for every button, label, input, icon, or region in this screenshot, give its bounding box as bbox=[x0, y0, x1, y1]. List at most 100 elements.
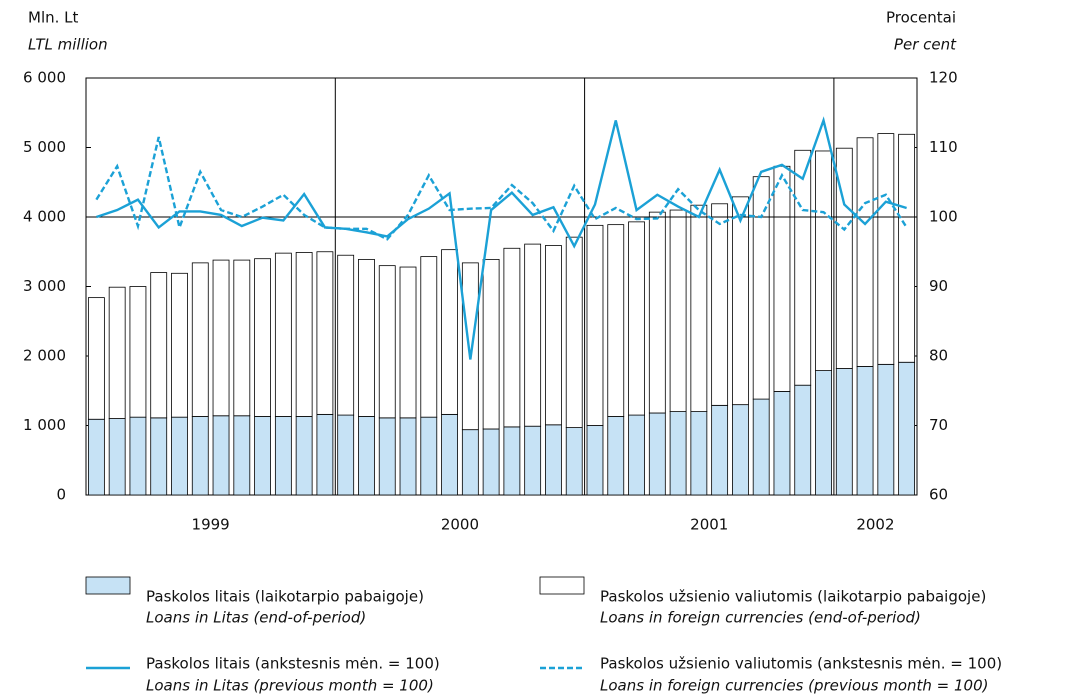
bar bbox=[898, 133, 916, 363]
legend-label-en: Loans in foreign currencies (previous mo… bbox=[600, 677, 988, 695]
bar bbox=[337, 414, 355, 496]
bar bbox=[399, 417, 417, 496]
year-label: 1999 bbox=[192, 516, 230, 534]
bar bbox=[711, 404, 729, 496]
bar bbox=[233, 259, 251, 417]
bar bbox=[461, 429, 479, 496]
bar bbox=[482, 428, 500, 496]
legend-swatch bbox=[539, 576, 585, 595]
bar bbox=[171, 272, 188, 418]
y-tick-label: 2 000 bbox=[23, 347, 66, 365]
y-tick-label: 3 000 bbox=[23, 277, 66, 295]
bar bbox=[773, 165, 791, 392]
bar bbox=[898, 361, 916, 496]
bar bbox=[628, 414, 645, 496]
bar bbox=[129, 286, 147, 418]
bar bbox=[274, 416, 292, 496]
line-series bbox=[96, 116, 907, 360]
bar bbox=[316, 251, 334, 415]
bar bbox=[274, 252, 292, 417]
bar bbox=[441, 249, 458, 415]
bar bbox=[503, 426, 521, 496]
bar bbox=[212, 259, 230, 417]
y2-tick-label: 100 bbox=[929, 208, 958, 226]
bar bbox=[358, 416, 375, 496]
bar bbox=[669, 209, 687, 413]
bar bbox=[171, 416, 188, 496]
year-label: 2000 bbox=[441, 516, 479, 534]
bar bbox=[150, 272, 168, 419]
bar bbox=[337, 254, 355, 416]
bar bbox=[378, 417, 396, 496]
bar bbox=[648, 412, 666, 496]
legend-label: Paskolos užsienio valiutomis (ankstesnis… bbox=[600, 655, 1002, 673]
year-label: 2002 bbox=[856, 516, 894, 534]
y-tick-label: 5 000 bbox=[23, 138, 66, 156]
bar bbox=[191, 416, 209, 496]
year-label: 2001 bbox=[690, 516, 728, 534]
y2-label-en: Per cent bbox=[894, 36, 957, 54]
bar bbox=[669, 411, 687, 496]
y-label: Mln. Lt bbox=[28, 9, 79, 27]
bar bbox=[628, 221, 645, 416]
bar bbox=[794, 149, 812, 386]
y-tick-label: 6 000 bbox=[23, 69, 66, 87]
bar bbox=[690, 411, 708, 496]
bar bbox=[794, 384, 812, 496]
bar bbox=[295, 416, 313, 496]
y2-tick-label: 60 bbox=[929, 486, 948, 504]
bar bbox=[233, 415, 251, 496]
bar bbox=[524, 425, 542, 496]
bar bbox=[503, 247, 521, 428]
y-label-en: LTL million bbox=[28, 36, 108, 54]
y-tick-label: 1 000 bbox=[23, 416, 66, 434]
bar bbox=[87, 297, 105, 420]
bar bbox=[441, 413, 458, 496]
y2-tick-label: 90 bbox=[929, 277, 948, 295]
plot-frame bbox=[85, 77, 918, 496]
bar bbox=[378, 265, 396, 419]
bar bbox=[482, 258, 500, 430]
bar bbox=[524, 243, 542, 427]
bar bbox=[420, 416, 438, 496]
y2-tick-label: 80 bbox=[929, 347, 948, 365]
bar bbox=[856, 366, 874, 496]
y2-tick-label: 120 bbox=[929, 69, 958, 87]
bar bbox=[129, 416, 147, 496]
bar bbox=[545, 424, 562, 496]
bar bbox=[150, 417, 168, 496]
bar bbox=[212, 415, 230, 496]
bar bbox=[877, 363, 895, 496]
y2-label: Procentai bbox=[886, 9, 956, 27]
bar bbox=[752, 398, 770, 496]
bar bbox=[316, 413, 334, 496]
bar bbox=[773, 391, 791, 496]
bar bbox=[420, 256, 438, 418]
legend-label-en: Loans in Litas (end-of-period) bbox=[146, 609, 366, 627]
bar bbox=[586, 425, 604, 496]
bar bbox=[607, 416, 625, 496]
legend-label-en: Loans in Litas (previous month = 100) bbox=[146, 677, 434, 695]
bar bbox=[856, 137, 874, 367]
bar bbox=[648, 211, 666, 414]
bar bbox=[295, 252, 313, 417]
bar bbox=[835, 368, 853, 496]
bar bbox=[108, 286, 126, 419]
bar bbox=[711, 203, 729, 406]
bar bbox=[690, 204, 708, 412]
y-tick-label: 0 bbox=[56, 486, 66, 504]
bar bbox=[835, 147, 853, 369]
bar bbox=[752, 176, 770, 400]
bar bbox=[815, 150, 832, 371]
bar bbox=[607, 224, 625, 417]
y2-tick-label: 110 bbox=[929, 138, 958, 156]
bar bbox=[545, 245, 562, 426]
bar bbox=[87, 418, 105, 496]
legend-swatch bbox=[85, 576, 131, 595]
bar bbox=[877, 133, 895, 365]
bar bbox=[565, 236, 583, 428]
bar bbox=[565, 427, 583, 496]
bar bbox=[461, 262, 479, 431]
y2-tick-label: 70 bbox=[929, 416, 948, 434]
